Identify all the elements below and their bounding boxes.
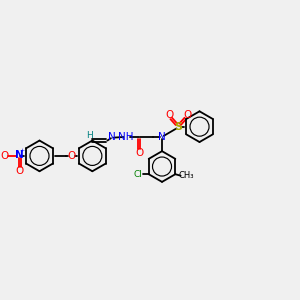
Text: H: H (87, 131, 93, 140)
Text: CH₃: CH₃ (179, 171, 194, 180)
Text: O: O (135, 148, 143, 158)
Text: O: O (0, 151, 8, 161)
Text: O: O (67, 151, 76, 161)
Text: NH: NH (118, 132, 133, 142)
Text: Cl: Cl (134, 170, 143, 179)
Text: N: N (15, 150, 23, 160)
Text: O: O (165, 110, 173, 121)
Text: S: S (174, 122, 182, 132)
Text: O: O (16, 166, 24, 176)
Text: +: + (20, 148, 25, 153)
Text: N: N (108, 132, 116, 142)
Text: O: O (183, 110, 191, 121)
Text: N: N (158, 132, 166, 142)
